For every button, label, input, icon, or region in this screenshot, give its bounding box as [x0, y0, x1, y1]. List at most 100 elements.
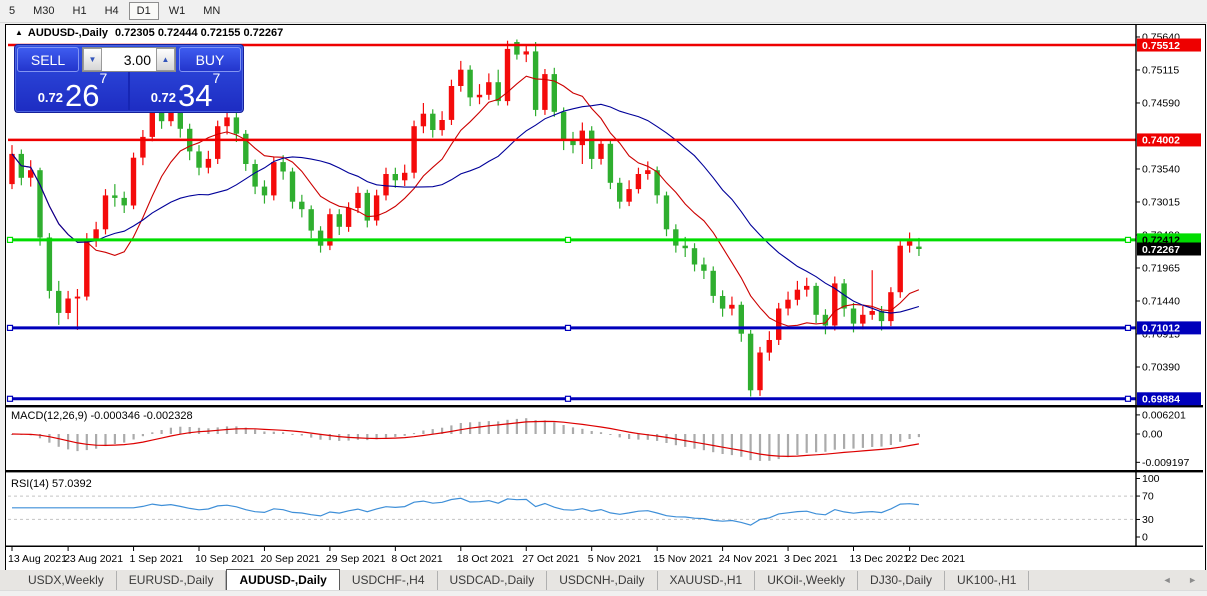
macd-histogram-bar [487, 421, 490, 434]
chart-tab-usdchf-h4[interactable]: USDCHF-,H4 [340, 571, 438, 590]
candle [299, 201, 305, 210]
timeframe-button-m30[interactable]: M30 [33, 5, 55, 17]
candle [495, 82, 501, 102]
hline-handle-center[interactable] [564, 236, 572, 243]
date-axis-label: 1 Sep 2021 [130, 553, 184, 565]
chart-tab-xauusd-h1[interactable]: XAUUSD-,H1 [658, 571, 756, 590]
candle [504, 48, 511, 102]
panel-divider[interactable] [6, 470, 1203, 473]
price-axis-label: 0.70390 [1142, 361, 1180, 373]
hline-handle-right[interactable] [1124, 324, 1132, 331]
candle [177, 109, 183, 129]
price-axis-label: 0.71440 [1142, 295, 1180, 307]
macd-histogram-bar [908, 434, 911, 439]
macd-histogram-bar [57, 434, 60, 447]
candle [888, 292, 894, 322]
candle [813, 285, 819, 315]
date-axis-label: 15 Nov 2021 [653, 553, 713, 565]
chart-tab-audusd-daily[interactable]: AUDUSD-,Daily [226, 569, 340, 590]
volume-increase-icon[interactable]: ▲ [156, 48, 175, 71]
macd-histogram-bar [254, 429, 257, 434]
price-badge-value: 0.69884 [1142, 394, 1180, 406]
candle [476, 94, 483, 98]
macd-histogram-bar [132, 434, 135, 440]
candle [663, 195, 670, 230]
macd-histogram-bar [646, 434, 649, 440]
macd-histogram-bar [450, 425, 453, 434]
hline-handle-right[interactable] [1124, 236, 1132, 243]
volume-decrease-icon[interactable]: ▼ [83, 48, 102, 71]
chart-tab-usdx-weekly[interactable]: USDX,Weekly [16, 571, 117, 590]
hline-handle-right[interactable] [1124, 395, 1132, 402]
macd-histogram-bar [263, 431, 266, 434]
panel-divider[interactable] [6, 405, 1203, 408]
chart-tab-ukoil-weekly[interactable]: UKOil-,Weekly [755, 571, 859, 590]
chart-tab-usdcad-daily[interactable]: USDCAD-,Daily [438, 571, 548, 590]
macd-histogram-bar [95, 434, 98, 449]
macd-histogram-bar [85, 434, 88, 451]
candle [514, 42, 520, 55]
timeframe-button-mn[interactable]: MN [203, 5, 221, 17]
candle [729, 304, 735, 309]
chart-tab-uk100-h1[interactable]: UK100-,H1 [945, 571, 1030, 590]
macd-histogram-bar [123, 434, 126, 443]
hline-handle-left[interactable] [6, 324, 14, 331]
candle [916, 246, 922, 249]
sell-button[interactable]: SELL [17, 47, 79, 72]
timeframe-button-w1[interactable]: W1 [168, 5, 186, 17]
tab-scroll-arrows: ◄ ► [1149, 575, 1197, 585]
candle [551, 74, 557, 112]
hline-handle-center[interactable] [564, 395, 572, 402]
buy-price[interactable]: 0.72 34 7 [128, 70, 241, 113]
rsi-axis-label: 0 [1142, 532, 1148, 544]
candle [205, 158, 212, 168]
macd-histogram-bar [571, 427, 575, 434]
hline-handle-center[interactable] [564, 324, 572, 331]
macd-signal-line [11, 420, 920, 458]
price-chart-canvas[interactable]: MACD(12,26,9) -0.000346 -0.002328 RSI(14)… [6, 25, 1203, 568]
macd-histogram-bar [861, 434, 864, 448]
macd-histogram-bar [422, 430, 425, 434]
macd-histogram-bar [67, 434, 70, 450]
tab-scroll-right-icon[interactable]: ► [1188, 575, 1197, 585]
buy-button[interactable]: BUY [179, 47, 241, 72]
macd-axis-label: 0.006201 [1142, 409, 1186, 421]
sell-price[interactable]: 0.72 26 7 [17, 70, 128, 111]
candle [794, 289, 801, 300]
tab-scroll-left-icon[interactable]: ◄ [1162, 575, 1172, 585]
chart-tab-eurusd-daily[interactable]: EURUSD-,Daily [117, 571, 227, 590]
macd-axis-label: 0.00 [1142, 429, 1163, 441]
candle [654, 170, 660, 196]
macd-histogram-bar [534, 420, 537, 434]
timeframe-button-h4[interactable]: H4 [104, 5, 119, 17]
candle [598, 143, 604, 159]
timeframe-button-5[interactable]: 5 [9, 5, 16, 17]
candle [420, 113, 427, 127]
candle [355, 192, 361, 208]
hline-handle-left[interactable] [6, 236, 14, 243]
hline-handle-left[interactable] [6, 395, 14, 402]
candle [850, 308, 857, 324]
macd-histogram-bar [497, 421, 500, 434]
volume-input[interactable]: 3.00 [102, 48, 156, 71]
price-axis-label: 0.75115 [1142, 64, 1179, 76]
rsi-axis-label: 70 [1142, 491, 1154, 503]
macd-histogram-bar [871, 434, 874, 447]
price-axis-label: 0.71965 [1142, 262, 1180, 274]
macd-histogram-bar [272, 431, 275, 434]
timeframe-button-d1[interactable]: D1 [128, 2, 159, 20]
candle [392, 174, 398, 181]
timeframe-button-h1[interactable]: H1 [72, 5, 87, 17]
chart-tab-usdcnh-daily[interactable]: USDCNH-,Daily [547, 571, 658, 590]
macd-histogram-bar [160, 430, 163, 434]
macd-histogram-bar [833, 434, 836, 450]
macd-histogram-bar [899, 434, 902, 442]
chart-tab-dj30-daily[interactable]: DJ30-,Daily [858, 571, 946, 590]
candle [607, 143, 614, 183]
candle [383, 174, 389, 196]
buy-price-big: 34 [178, 78, 213, 113]
candle [701, 264, 707, 271]
candle [589, 130, 595, 159]
chart-symbol-label: AUDUSD-,Daily [27, 26, 108, 39]
